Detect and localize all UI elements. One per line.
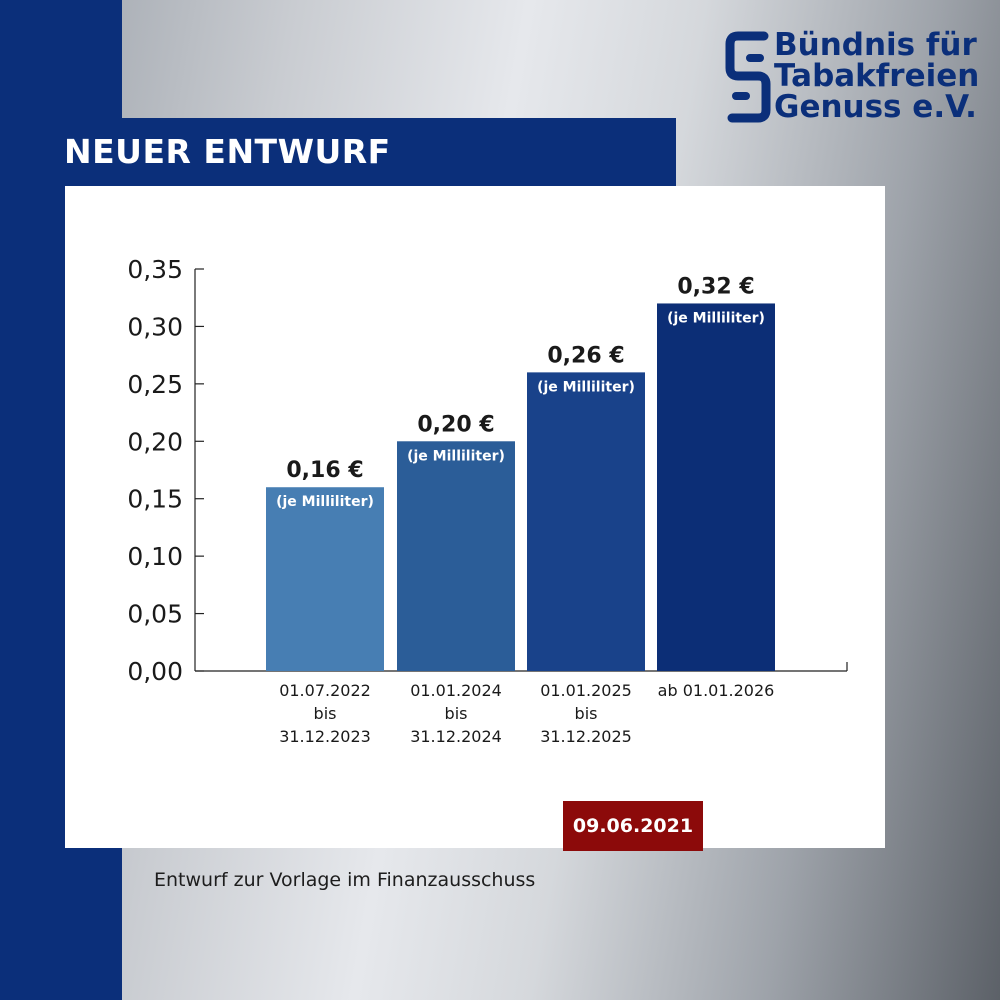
footnote: Entwurf zur Vorlage im Finanzausschuss xyxy=(154,869,536,891)
x-tick-label: 01.01.2025 xyxy=(540,681,632,700)
bar xyxy=(266,487,384,671)
x-tick-label: 01.07.2022 xyxy=(279,681,371,700)
x-tick-label: bis xyxy=(445,704,468,723)
y-tick-label: 0,20 xyxy=(127,427,183,456)
y-tick-label: 0,10 xyxy=(127,542,183,571)
y-tick-label: 0,05 xyxy=(127,600,183,629)
y-tick-label: 0,15 xyxy=(127,485,183,514)
bar-value-label: 0,26 € xyxy=(547,343,624,368)
date-badge: 09.06.2021 xyxy=(563,801,703,851)
y-tick-label: 0,00 xyxy=(127,657,183,686)
bar-chart: 0,00 0,05 0,10 0,15 0,20 0,25 0,30 0,35 0,16 € (j… xyxy=(127,255,848,746)
bar-unit-label: (je Milliliter) xyxy=(537,379,635,395)
bar xyxy=(657,303,775,671)
x-tick-label: 31.12.2024 xyxy=(410,727,502,746)
chart-card: 0,00 0,05 0,10 0,15 0,20 0,25 0,30 0,35 0,16 € (j… xyxy=(65,186,885,848)
logo-line-1: Bündnis für xyxy=(774,27,977,63)
y-tick-label: 0,30 xyxy=(127,312,183,341)
logo-line-3: Genuss e.V. xyxy=(774,89,977,125)
logo-mark-icon xyxy=(725,31,771,123)
x-tick-label: ab 01.01.2026 xyxy=(658,681,775,700)
x-tick-label: 31.12.2023 xyxy=(279,727,371,746)
bar-value-label: 0,20 € xyxy=(417,412,494,437)
x-tick-label: 31.12.2025 xyxy=(540,727,632,746)
logo-line-2: Tabakfreien xyxy=(774,58,980,94)
x-tick-label: bis xyxy=(575,704,598,723)
bar-unit-label: (je Milliliter) xyxy=(407,448,505,464)
x-tick-label: 01.01.2024 xyxy=(410,681,502,700)
logo-text: Bündnis für Tabakfreien Genuss e.V. xyxy=(774,30,979,123)
bar-unit-label: (je Milliliter) xyxy=(276,494,374,510)
bar-value-label: 0,16 € xyxy=(286,458,363,483)
bar-unit-label: (je Milliliter) xyxy=(667,310,765,326)
bar xyxy=(397,441,515,671)
bar-value-label: 0,32 € xyxy=(677,274,754,299)
x-tick-label: bis xyxy=(314,704,337,723)
y-tick-label: 0,35 xyxy=(127,255,183,284)
page-title: NEUER ENTWURF LIQUIDSTEUER xyxy=(40,118,676,239)
logo: Bündnis für Tabakfreien Genuss e.V. xyxy=(724,28,984,128)
y-tick-label: 0,25 xyxy=(127,370,183,399)
bar xyxy=(527,372,645,671)
